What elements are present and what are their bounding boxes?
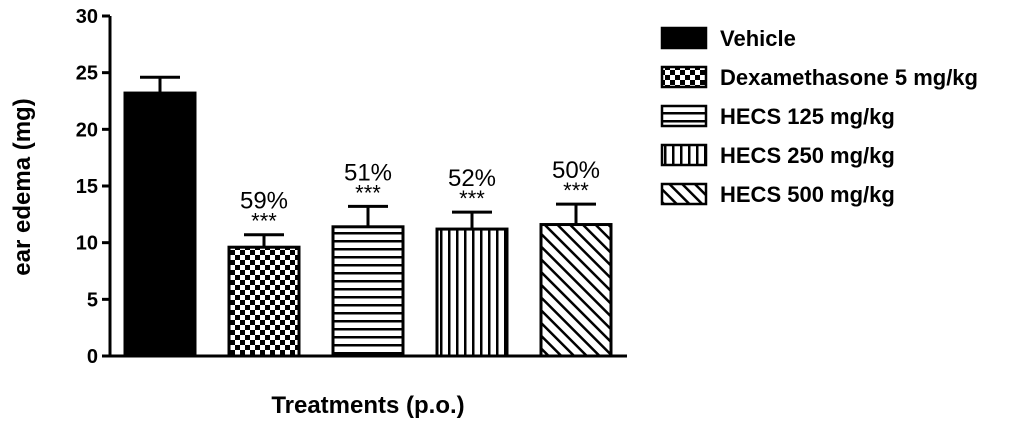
y-tick-label: 20 bbox=[76, 119, 98, 141]
bar-4 bbox=[539, 223, 613, 358]
legend-swatch bbox=[660, 182, 708, 206]
legend-swatch bbox=[660, 26, 708, 50]
legend-swatch bbox=[660, 143, 708, 167]
legend-label: Dexamethasone 5 mg/kg bbox=[720, 65, 978, 90]
legend-label: HECS 125 mg/kg bbox=[720, 104, 895, 129]
legend-label: HECS 250 mg/kg bbox=[720, 143, 895, 168]
y-axis-title: ear edema (mg) bbox=[9, 98, 36, 275]
bar-annotations: ***59% ***51%***52% ***50% bbox=[240, 157, 600, 234]
legend-swatch bbox=[660, 104, 708, 128]
significance-label: *** bbox=[355, 180, 381, 205]
x-axis-title: Treatments (p.o.) bbox=[271, 392, 464, 419]
y-tick-label: 15 bbox=[76, 176, 98, 198]
bar-3 bbox=[435, 227, 509, 358]
legend: Vehicle Dexamethasone 5 mg/kg HECS 125 mg/… bbox=[660, 26, 978, 207]
significance-label: *** bbox=[251, 209, 277, 234]
y-tick-label: 30 bbox=[76, 6, 98, 28]
significance-label: *** bbox=[563, 178, 589, 203]
bar-2 bbox=[331, 225, 405, 358]
legend-label: HECS 500 mg/kg bbox=[720, 182, 895, 207]
legend-label: Vehicle bbox=[720, 26, 796, 51]
y-tick-label: 5 bbox=[87, 289, 98, 311]
y-tick-label: 25 bbox=[76, 63, 98, 85]
legend-swatch bbox=[660, 65, 708, 89]
bar-0 bbox=[123, 91, 197, 358]
bar-1 bbox=[227, 245, 301, 358]
percent-label: 59% bbox=[240, 188, 288, 215]
percent-label: 51% bbox=[344, 159, 392, 186]
y-tick-label: 10 bbox=[76, 233, 98, 255]
percent-label: 52% bbox=[448, 165, 496, 192]
y-tick-label: 0 bbox=[87, 346, 98, 368]
percent-label: 50% bbox=[552, 157, 600, 184]
bars bbox=[123, 75, 613, 358]
significance-label: *** bbox=[459, 186, 485, 211]
